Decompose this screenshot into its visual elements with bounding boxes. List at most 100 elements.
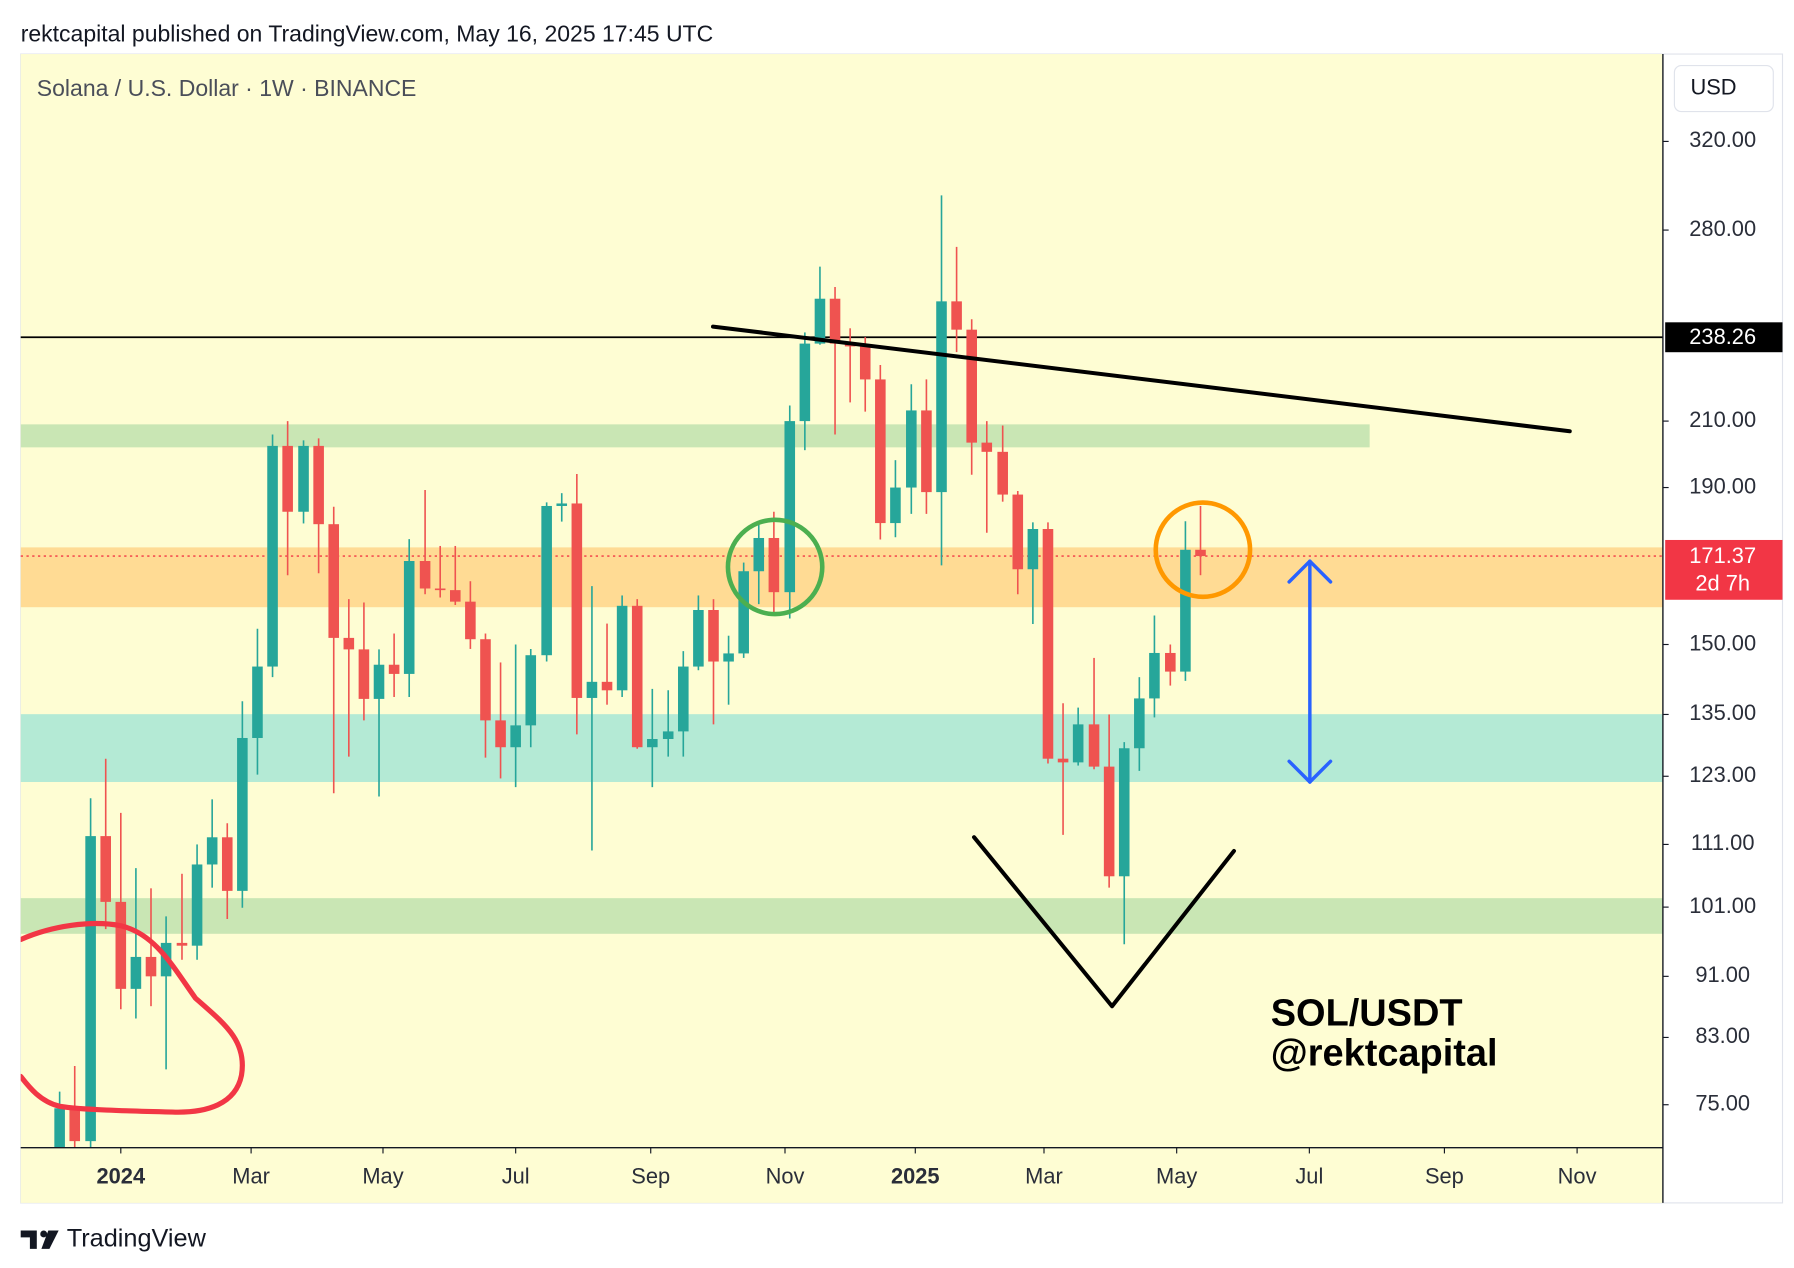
candle-body: [708, 610, 719, 662]
publish-header: rektcapital published on TradingView.com…: [21, 21, 714, 47]
candle-body: [784, 421, 796, 593]
x-tick-label: Mar: [1025, 1163, 1063, 1188]
candle-body: [237, 737, 248, 891]
candle-body: [282, 445, 293, 512]
x-tick-label: Nov: [766, 1163, 805, 1188]
candle-body: [85, 836, 96, 1142]
y-tick-label: 101.00: [1689, 893, 1756, 918]
candle-body: [1165, 652, 1176, 672]
candle-body: [586, 681, 598, 698]
logo-mark: [20, 1230, 37, 1249]
level-label-box: [1665, 322, 1783, 353]
candle-body: [814, 298, 826, 344]
candle-body: [69, 1108, 81, 1142]
arrow-head: [1287, 759, 1333, 784]
candle-body: [1012, 494, 1024, 570]
x-tick-label: May: [362, 1163, 403, 1188]
y-tick-label: 280.00: [1689, 216, 1756, 241]
candle-body: [403, 561, 415, 674]
candle-body: [951, 301, 962, 330]
drawings: [20, 324, 1572, 1115]
candle-body: [1195, 549, 1206, 557]
currency-button[interactable]: [1673, 64, 1774, 113]
axis-labels: 320.00 280.00 210.00 190.00 150.00 135.00 123.…: [97, 127, 1757, 1188]
y-tick-label: 111.00: [1691, 830, 1755, 855]
plot-background: [20, 54, 1663, 1203]
candle-body: [890, 487, 901, 524]
y-tick-label: 150.00: [1689, 630, 1756, 655]
candle-body: [1103, 766, 1115, 877]
candle-body: [753, 537, 765, 572]
candle-body: [571, 503, 583, 698]
footer-brand: TradingView: [67, 1224, 207, 1252]
v-shape: [972, 835, 1236, 1009]
watermark-pair: SOL/USDT: [1271, 992, 1463, 1034]
candle-body: [480, 639, 491, 721]
last-price-label: 171.37: [1689, 543, 1756, 568]
candle-body: [662, 731, 674, 740]
candle-body: [313, 445, 324, 525]
candle-body: [693, 610, 704, 667]
candle-body: [1180, 549, 1191, 672]
candle-body: [859, 346, 871, 380]
candle-body: [906, 410, 917, 488]
candles: [54, 195, 1206, 1148]
x-tick-label: 2024: [97, 1163, 146, 1188]
candle-body: [145, 956, 157, 977]
currency-label[interactable]: USD: [1690, 74, 1736, 99]
candle-body: [936, 301, 947, 493]
candle-body: [298, 445, 309, 512]
candle-body: [495, 720, 506, 748]
y-tick-label: 123.00: [1689, 762, 1756, 787]
candle-body: [510, 725, 521, 748]
resistance-zone: [20, 424, 1370, 448]
y-tick-label: 75.00: [1695, 1091, 1750, 1116]
candle-body: [54, 1108, 65, 1148]
zones: [20, 424, 1663, 934]
y-tick-label: 210.00: [1689, 407, 1756, 432]
x-tick-label: Sep: [631, 1163, 670, 1188]
candle-body: [738, 571, 749, 654]
tradingview-logo: [20, 1230, 59, 1249]
green-circle: [725, 517, 825, 617]
last-price-box: [1665, 539, 1783, 600]
watermark-author: @rektcapital: [1271, 1033, 1498, 1075]
candle-body: [115, 901, 127, 989]
candle-body: [768, 537, 780, 593]
candle-body: [252, 666, 263, 738]
candle-body: [678, 666, 689, 732]
countdown-label: 2d 7h: [1695, 571, 1750, 596]
candle-body: [1134, 698, 1145, 749]
candle-body: [616, 605, 628, 691]
candle-body: [1057, 758, 1069, 763]
x-tick-label: Nov: [1558, 1163, 1597, 1188]
candle-body: [358, 649, 370, 699]
y-tick-label: 83.00: [1695, 1023, 1750, 1048]
candle-body: [434, 588, 446, 591]
candle-body: [1118, 748, 1130, 877]
orange-circle: [1153, 500, 1253, 600]
candle-body: [921, 410, 932, 493]
candle-body: [647, 739, 658, 748]
lower-zone: [20, 898, 1663, 934]
x-tick-label: May: [1156, 1163, 1197, 1188]
candle-body: [419, 561, 431, 589]
candle-body: [631, 605, 643, 748]
candle-body: [875, 379, 886, 524]
candle-body: [1027, 529, 1039, 570]
x-tick-label: Mar: [232, 1163, 270, 1188]
candle-body: [373, 664, 385, 699]
candle-body: [221, 837, 233, 891]
candle-body: [1149, 652, 1160, 699]
y-tick-label: 320.00: [1689, 127, 1756, 152]
candle-body: [206, 837, 218, 865]
logo-dot: [40, 1230, 48, 1238]
candle-body: [176, 942, 188, 946]
candle-body: [981, 442, 993, 452]
arrow-head: [1287, 559, 1333, 584]
support-zone: [20, 714, 1663, 783]
candle-body: [449, 590, 461, 602]
candle-body: [541, 505, 552, 656]
